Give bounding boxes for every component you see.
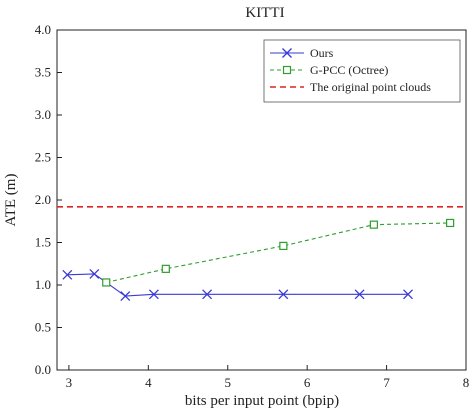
data-point [120, 291, 131, 302]
series-line [106, 222, 451, 283]
x-tick-label: 7 [383, 375, 390, 390]
x-tick-label: 4 [145, 375, 152, 390]
y-tick-label: 1.0 [35, 277, 51, 292]
legend-label: The original point clouds [310, 80, 431, 94]
marker-stroke [403, 289, 413, 300]
marker-stroke [89, 268, 100, 279]
legend-label: G-PCC (Octree) [310, 63, 388, 77]
data-point [369, 220, 378, 229]
x-tick-label: 3 [66, 375, 73, 390]
legend-marker [282, 48, 292, 58]
legend-label: Ours [310, 46, 334, 60]
y-tick-label: 4.0 [35, 22, 51, 37]
marker-stroke [148, 289, 159, 300]
x-tick-label: 5 [224, 375, 231, 390]
y-tick-label: 2.0 [35, 192, 51, 207]
y-tick-label: 0.5 [35, 320, 51, 335]
data-point [161, 264, 170, 273]
series-0 [62, 268, 413, 302]
data-point [446, 218, 455, 228]
marker-stroke [120, 291, 131, 302]
axis-ticks: 0.0 0.5 1.0 1.5 2.0 2.5 3.0 3.5 4.0 3 4 5 6 7 8 [35, 22, 470, 390]
x-axis-title: bits per input point (bpip) [185, 393, 339, 409]
data-point [403, 289, 413, 300]
data-point [62, 269, 73, 280]
y-tick-label: 1.5 [35, 235, 51, 250]
data-point [89, 268, 100, 279]
data-point [148, 289, 159, 300]
legend-marker [282, 65, 292, 75]
legend-box [263, 39, 461, 103]
y-tick-label: 3.0 [35, 107, 51, 122]
data-point [102, 278, 111, 287]
data-point [279, 241, 288, 250]
series-line [67, 273, 409, 297]
y-axis-title: ATE (m) [3, 174, 19, 227]
data-point [278, 289, 289, 300]
data-point [354, 289, 365, 300]
marker-stroke [354, 289, 365, 300]
series-layer [57, 206, 466, 302]
marker-stroke [282, 48, 292, 58]
x-tick-label: 6 [304, 375, 311, 390]
x-tick-label: 8 [463, 375, 470, 390]
marker-stroke [278, 289, 289, 300]
series-1 [102, 218, 455, 287]
marker-stroke [62, 269, 73, 280]
marker-stroke [202, 289, 213, 300]
y-tick-label: 2.5 [35, 150, 51, 165]
y-tick-label: 0.0 [35, 362, 51, 377]
data-point [202, 289, 213, 300]
legend: Ours G-PCC (Octree) The original point clo… [263, 39, 461, 103]
chart-title: KITTI [245, 5, 284, 21]
y-tick-label: 3.5 [35, 65, 51, 80]
legend-items: Ours G-PCC (Octree) The original point clo… [270, 46, 431, 94]
